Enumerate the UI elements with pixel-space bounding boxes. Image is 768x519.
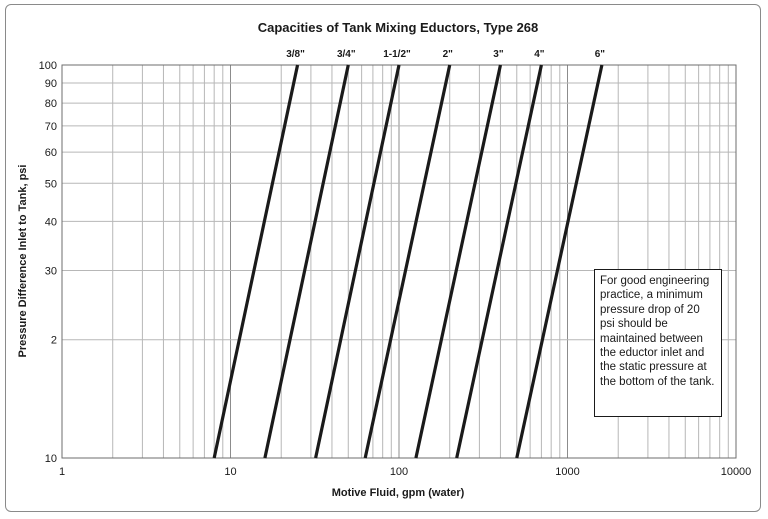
chart-grid xyxy=(61,64,737,459)
chart-series: 3/8" 3/4" 1-1/2" 2" 3" 4" 6" xyxy=(212,49,606,459)
x-tick-label: 10000 xyxy=(721,466,752,478)
x-tick-label: 1 xyxy=(59,466,65,478)
series-label: 6" xyxy=(595,49,606,60)
y-tick-label: 70 xyxy=(45,121,57,133)
x-axis-label: Motive Fluid, gpm (water) xyxy=(332,487,465,499)
series-line xyxy=(363,64,452,459)
series-line xyxy=(314,64,401,459)
series-label: 2" xyxy=(443,49,454,60)
y-tick-label: 50 xyxy=(45,178,57,190)
y-tick-label: 40 xyxy=(45,216,57,228)
x-tick-label: 1000 xyxy=(555,466,579,478)
y-axis-label: Pressure Difference Inlet to Tank, psi xyxy=(17,165,29,358)
x-tick-label: 100 xyxy=(390,466,408,478)
y-tick-label: 30 xyxy=(45,265,57,277)
y-axis-ticks: 10 2 30 40 50 60 70 80 90 100 xyxy=(39,60,57,465)
y-tick-label: 2 xyxy=(51,335,57,347)
y-tick-label: 90 xyxy=(45,78,57,90)
x-axis-ticks: 1 10 100 1000 10000 xyxy=(59,466,751,478)
y-tick-label: 80 xyxy=(45,98,57,110)
series-label: 1-1/2" xyxy=(383,49,411,60)
series-label: 4" xyxy=(534,49,545,60)
series-line xyxy=(515,64,604,459)
series-line xyxy=(212,64,300,459)
series-line xyxy=(414,64,503,459)
series-label: 3" xyxy=(493,49,504,60)
engineering-note: For good engineering practice, a minimum… xyxy=(594,269,722,417)
series-line xyxy=(263,64,350,459)
series-line xyxy=(455,64,543,459)
y-tick-label: 100 xyxy=(39,60,57,72)
y-tick-label: 60 xyxy=(45,147,57,159)
y-tick-label: 10 xyxy=(45,453,57,465)
series-label: 3/4" xyxy=(337,49,356,60)
chart-title: Capacities of Tank Mixing Eductors, Type… xyxy=(258,20,539,35)
x-tick-label: 10 xyxy=(224,466,236,478)
series-label: 3/8" xyxy=(286,49,305,60)
